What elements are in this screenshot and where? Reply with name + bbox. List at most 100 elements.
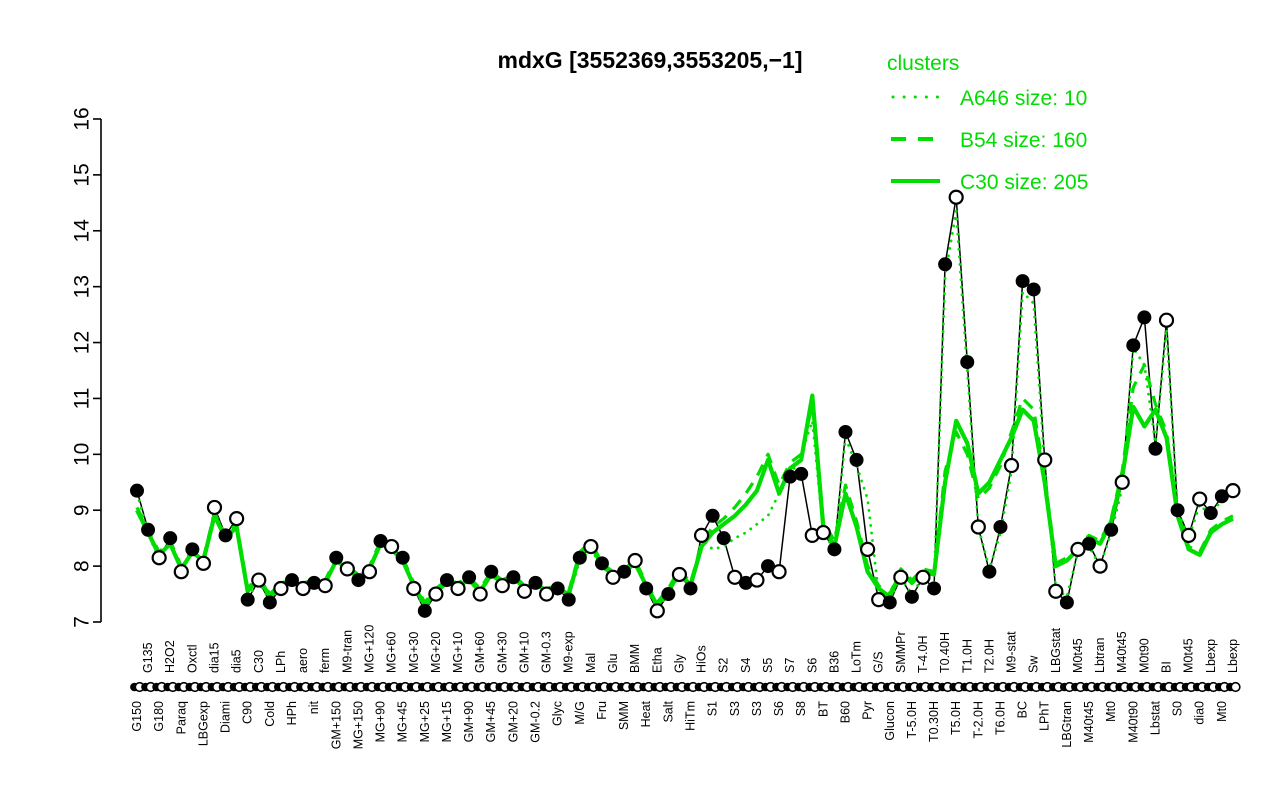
data-point-filled [528,575,543,590]
x-label: GM+20 [506,701,520,742]
x-label: LPhT [1038,701,1052,731]
data-point-open [771,564,787,580]
y-tick-label: 15 [71,163,94,186]
data-point-open [1070,541,1086,557]
x-label: LBGstat [1049,627,1063,673]
data-point-open [295,580,311,597]
x-label: M40t45 [1115,631,1129,673]
x-label: MG+30 [407,632,421,673]
series-lines [135,197,1235,613]
data-point-open [428,586,444,602]
data-point-filled [617,564,632,579]
x-label: T0.40H [938,632,952,673]
x-label: M40t45 [1082,701,1096,743]
x-label: MG+45 [396,701,410,742]
x-label: M0t90 [1137,638,1151,673]
x-label: Pyr [861,701,875,720]
legend-label-a646: A646 size: 10 [960,87,1087,110]
x-label: S5 [761,658,775,673]
data-point-filled [218,528,233,543]
x-label: S2 [717,658,731,673]
data-point-open [151,550,167,566]
data-point-open [317,578,333,594]
data-point-open [516,583,533,599]
x-label: ferm [318,648,332,673]
x-label: MG+60 [385,632,399,673]
x-label: BT [816,701,830,717]
x-label: Oxctl [185,645,199,673]
x-label: C30 [252,650,266,673]
x-label: G135 [141,642,155,673]
x-label: Salt [661,700,675,722]
x-label: Sw [1027,655,1041,673]
data-point-open [472,586,488,602]
x-label: GM+45 [484,701,498,742]
data-point-filled [661,587,676,602]
data-point-filled [1137,310,1152,325]
y-tick-label: 12 [71,331,94,354]
x-label: Gly [672,654,686,674]
data-point-open [251,572,267,588]
x-label: HPh [285,701,299,725]
data-point-open [361,564,378,580]
x-label: aero [296,648,310,673]
data-point-open [627,552,643,569]
data-point-filled [185,542,200,557]
data-point-filled [849,452,864,467]
x-label: S0 [1171,701,1185,716]
data-point-open [583,538,599,555]
x-label: MG+25 [418,701,432,742]
data-point-filled [904,589,919,604]
data-point-open [970,519,986,535]
x-label: T5.0H [949,701,963,735]
x-label: Glu [606,654,620,674]
y-tick-label: 13 [71,275,94,298]
data-point-filled [794,466,809,481]
legend-label-b54: B54 size: 160 [960,129,1087,152]
data-point-open [860,541,876,557]
data-point-open [494,578,510,594]
data-point-filled [163,531,178,546]
x-label: T2.0H [982,639,996,673]
x-label: S8 [794,701,808,716]
x-label: M/G [573,701,587,725]
x-label: T-5.0H [905,701,919,739]
series-dashed-green [135,363,1234,605]
x-label: Glyc [551,701,565,726]
data-point-open [229,511,245,527]
series-dotted-green [135,210,1235,611]
x-label: MG+15 [440,701,454,742]
data-point-filled [827,542,842,557]
x-label: GM-0.3 [540,631,554,673]
data-point-filled [1026,282,1041,297]
x-label: T0.30H [927,701,941,742]
data-point-filled [572,550,587,565]
x-label: HiTm [684,701,698,731]
x-label: M9-exp [562,631,576,673]
x-label: T-2.0H [971,701,985,739]
data-point-open [1048,583,1064,599]
legend-label-c30: C30 size: 205 [960,171,1088,194]
data-point-open [195,555,212,571]
data-point-filled [1203,506,1218,521]
x-label: S3 [728,701,742,716]
legend: clusters A646 size: 10 B54 size: 160 C30… [887,52,1088,194]
x-label: T6.0H [993,701,1007,735]
data-point-filled [639,581,654,596]
data-point-filled [141,522,156,537]
x-label: LBGexp [196,701,210,746]
x-label: M9-tran [340,630,354,673]
data-point-filled [351,573,366,588]
x-label: H2O2 [163,640,177,673]
data-point-filled [1104,522,1119,537]
x-label: S6 [772,701,786,716]
data-point-open [649,603,665,619]
x-label: C90 [241,701,255,724]
x-label: S3 [750,701,764,716]
rug-dot-open [1230,681,1241,693]
data-point-open [1192,491,1208,507]
x-label: LoTm [850,641,864,673]
data-point-filled [1126,338,1141,353]
x-label: T-4.0H [916,635,930,673]
x-label: MG+150 [351,701,365,749]
